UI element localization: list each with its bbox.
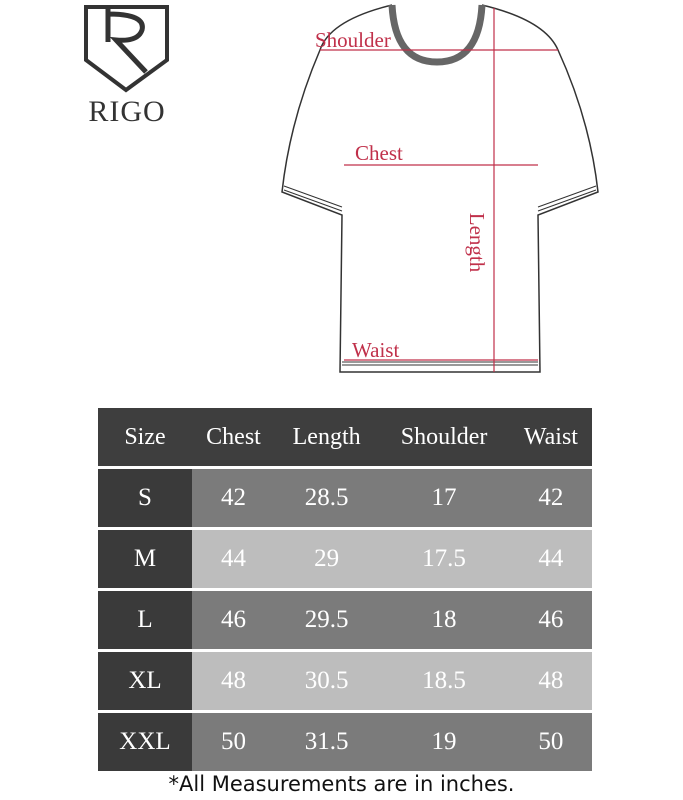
- rigo-logo-icon: [84, 5, 169, 93]
- waist-cell: 46: [509, 591, 592, 649]
- length-cell: 28.5: [275, 469, 379, 527]
- size-cell: XL: [98, 652, 192, 710]
- table-row: XL 48 30.5 18.5 48: [98, 652, 592, 710]
- header-length: Length: [275, 408, 379, 466]
- size-cell: XXL: [98, 713, 192, 771]
- shoulder-cell: 19: [378, 713, 510, 771]
- waist-cell: 44: [509, 530, 592, 588]
- measurement-note: *All Measurements are in inches.: [168, 772, 515, 796]
- size-cell: S: [98, 469, 192, 527]
- header-waist: Waist: [509, 408, 592, 466]
- chest-label: Chest: [355, 141, 403, 165]
- chest-cell: 46: [192, 591, 276, 649]
- size-cell: L: [98, 591, 192, 649]
- shoulder-cell: 17: [378, 469, 510, 527]
- table-row: M 44 29 17.5 44: [98, 530, 592, 588]
- waist-label: Waist: [352, 338, 400, 362]
- chest-cell: 50: [192, 713, 276, 771]
- waist-cell: 50: [509, 713, 592, 771]
- waist-cell: 42: [509, 469, 592, 527]
- header-size: Size: [98, 408, 192, 466]
- length-cell: 29.5: [275, 591, 379, 649]
- chest-cell: 44: [192, 530, 276, 588]
- table-row: XXL 50 31.5 19 50: [98, 713, 592, 771]
- length-cell: 31.5: [275, 713, 379, 771]
- waist-cell: 48: [509, 652, 592, 710]
- size-cell: M: [98, 530, 192, 588]
- length-cell: 30.5: [275, 652, 379, 710]
- table-row: S 42 28.5 17 42: [98, 469, 592, 527]
- brand-name: RIGO: [88, 95, 166, 128]
- chest-cell: 42: [192, 469, 276, 527]
- shoulder-cell: 17.5: [378, 530, 510, 588]
- header-shoulder: Shoulder: [378, 408, 510, 466]
- table-row: L 46 29.5 18 46: [98, 591, 592, 649]
- table-header-row: Size Chest Length Shoulder Waist: [98, 408, 592, 466]
- chest-cell: 48: [192, 652, 276, 710]
- length-cell: 29: [275, 530, 379, 588]
- length-label: Length: [465, 212, 490, 273]
- shoulder-cell: 18.5: [378, 652, 510, 710]
- size-table: Size Chest Length Shoulder Waist S 42 28…: [98, 405, 592, 774]
- shoulder-cell: 18: [378, 591, 510, 649]
- header-chest: Chest: [192, 408, 276, 466]
- tshirt-diagram: [281, 4, 599, 373]
- shoulder-label: Shoulder: [315, 28, 391, 52]
